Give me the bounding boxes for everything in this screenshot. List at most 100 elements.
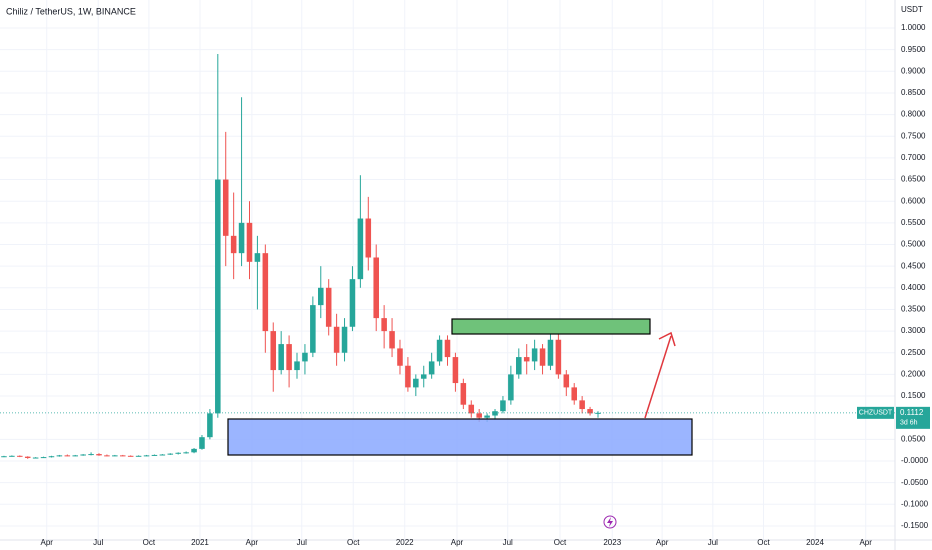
candle-body [310, 305, 316, 353]
x-tick-label: Jul [503, 538, 513, 547]
candle-body [183, 452, 189, 454]
candle-body [119, 455, 126, 457]
x-tick-label: Jul [297, 538, 307, 547]
y-tick-label: 0.6000 [901, 196, 926, 205]
candle-body [40, 457, 47, 459]
candle-body [215, 179, 221, 414]
chart-title: Chiliz / TetherUS, 1W, BINANCE [6, 6, 136, 16]
y-tick-label: 0.8000 [901, 110, 926, 119]
y-tick-label: 0.3500 [901, 305, 926, 314]
x-tick-label: Apr [451, 538, 464, 547]
candle-body [127, 455, 134, 457]
candle-body [428, 361, 435, 375]
candle-body [508, 374, 514, 401]
x-tick-label: Apr [859, 538, 872, 547]
candle-body [587, 409, 593, 414]
countdown: 3d 6h [900, 420, 918, 427]
candle-body [96, 454, 102, 456]
y-tick-label: 1.0000 [901, 23, 926, 32]
candle-body [9, 455, 15, 457]
y-tick-label: 0.9500 [901, 45, 926, 54]
candle-body [262, 253, 269, 332]
y-tick-label: 0.2000 [901, 370, 926, 379]
candle-body [492, 411, 498, 416]
candle-body [365, 218, 372, 258]
candle-body [286, 344, 292, 371]
candle-body [341, 326, 348, 353]
axis-unit: USDT [901, 5, 923, 14]
candle-body [349, 279, 356, 327]
candle-body [476, 413, 482, 418]
symbol-tag: CHZUSDT [859, 410, 893, 417]
candle-body [143, 455, 150, 457]
candle-body [80, 454, 86, 456]
candle-body [270, 331, 277, 371]
candle-body [468, 404, 475, 414]
y-tick-label: -0.0000 [901, 456, 929, 465]
candle-body [88, 454, 94, 456]
y-tick-label: -0.0500 [901, 478, 929, 487]
x-tick-label: 2024 [806, 538, 824, 547]
candle-body [531, 348, 538, 362]
symbol-tag-bg [857, 406, 894, 419]
candle-body [516, 357, 522, 375]
candle-body [389, 331, 395, 349]
price-tag: 0.1112 [900, 408, 924, 417]
candle-body [484, 415, 490, 418]
candle-body [539, 348, 546, 366]
x-tick-label: Oct [347, 538, 360, 547]
y-tick-label: 0.7500 [901, 131, 926, 140]
event-icon-bolt [607, 517, 613, 527]
x-tick-label: Apr [656, 538, 669, 547]
candle-body [159, 454, 166, 456]
candle-body [135, 455, 142, 457]
x-tick-label: Jul [93, 538, 103, 547]
y-tick-label: 0.0500 [901, 434, 926, 443]
candle-body [175, 452, 181, 454]
candle-body [278, 344, 284, 371]
candle-body [246, 222, 253, 262]
candle-body [500, 400, 506, 412]
candle-body [381, 318, 387, 332]
candle-body [595, 412, 601, 414]
y-tick-label: 0.3000 [901, 326, 926, 335]
candle-body [230, 235, 237, 254]
support-zone [227, 418, 693, 456]
arrow [644, 335, 672, 419]
candle-body [325, 287, 332, 327]
y-tick-label: 0.4500 [901, 261, 926, 270]
candle-body [357, 218, 364, 280]
x-tick-label: Oct [757, 538, 770, 547]
candle-body [199, 437, 205, 449]
candle-body [72, 455, 79, 457]
candle-body [405, 365, 411, 388]
candle-body [397, 348, 403, 366]
candle-body [32, 457, 39, 459]
candle-body [24, 456, 31, 458]
candle-body [460, 383, 467, 405]
y-tick-label: 0.7000 [901, 153, 926, 162]
y-tick-label: 0.2500 [901, 348, 926, 357]
candle-body [112, 455, 118, 457]
y-tick-label: 0.9000 [901, 66, 926, 75]
candle-body [373, 257, 379, 319]
candle-body [207, 413, 213, 438]
candle-body [563, 374, 570, 388]
candle-body [1, 456, 7, 458]
candle-body [222, 179, 229, 236]
y-tick-label: 0.5000 [901, 240, 926, 249]
candle-body [151, 454, 158, 456]
price-tag-bg [896, 406, 930, 429]
candle-body [333, 326, 340, 353]
candle-body [104, 455, 110, 457]
candles [1, 53, 601, 459]
grid [0, 0, 895, 540]
candle-body [420, 374, 427, 379]
event-icon[interactable] [603, 515, 617, 529]
arrow-head [658, 331, 676, 347]
y-tick-label: -0.1000 [901, 499, 929, 508]
y-tick-label: 0.5500 [901, 218, 926, 227]
candle-body [56, 455, 63, 457]
candle-body [413, 378, 419, 388]
